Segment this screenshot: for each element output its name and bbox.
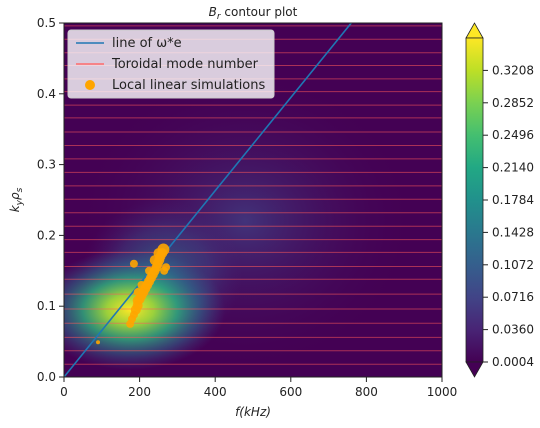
simulation-point xyxy=(133,288,142,297)
x-tick-label: 1000 xyxy=(427,385,458,399)
y-axis-label: kyρs xyxy=(8,187,25,212)
colorbar-gradient xyxy=(465,37,484,363)
colorbar-ticks: 0.0004 0.0360 0.0716 0.1072 0.1428 0.1784 0.21… xyxy=(483,63,534,369)
diamagnetic-line xyxy=(64,23,352,377)
colorbar-tick-label: 0.2852 xyxy=(492,96,534,110)
x-axis: 0 200 400 600 800 1000 xyxy=(60,377,457,399)
simulation-point xyxy=(149,255,160,266)
simulation-point xyxy=(145,266,154,275)
chart-title: Br contour plot xyxy=(209,5,298,22)
simulation-markers xyxy=(96,243,171,345)
heatmap-intensity-layer xyxy=(64,71,416,372)
colorbar-extend-bottom xyxy=(465,361,484,378)
x-tick-label: 600 xyxy=(279,385,302,399)
legend-box xyxy=(67,29,275,99)
colorbar-tick-label: 0.1072 xyxy=(492,258,534,272)
simulation-point xyxy=(137,280,146,289)
colorbar-tick-label: 0.1428 xyxy=(492,225,534,239)
diamagnetic-frequency-line xyxy=(64,23,352,377)
y-axis: 0.0 0.1 0.2 0.3 0.4 0.5 xyxy=(37,16,64,384)
colorbar-tick-label: 0.3208 xyxy=(492,63,534,77)
colorbar-tick-label: 0.0716 xyxy=(492,290,534,304)
colorbar-tick-label: 0.0360 xyxy=(492,323,534,337)
y-tick-label: 0.2 xyxy=(37,228,56,242)
colorbar-tick-label: 0.0004 xyxy=(492,355,534,369)
colorbar: 0.0004 0.0360 0.0716 0.1072 0.1428 0.1784 0.21… xyxy=(465,22,534,378)
y-tick-label: 0.4 xyxy=(37,87,56,101)
legend: line of ω*e Toroidal mode number Local l… xyxy=(67,29,275,99)
colorbar-tick-label: 0.1784 xyxy=(492,193,534,207)
simulation-point xyxy=(96,340,101,345)
colorbar-extend-top xyxy=(465,22,484,39)
colorbar-tick-label: 0.2140 xyxy=(492,161,534,175)
legend-label-toroidal-mode: Toroidal mode number xyxy=(111,57,259,72)
y-tick-label: 0.3 xyxy=(37,158,56,172)
legend-label-simulations: Local linear simulations xyxy=(112,78,265,93)
y-tick-label: 0.0 xyxy=(37,370,56,384)
legend-swatch-simulations xyxy=(85,80,95,90)
x-tick-label: 800 xyxy=(355,385,378,399)
simulation-point xyxy=(129,259,138,268)
x-axis-label: f(kHz) xyxy=(235,405,271,419)
x-tick-label: 200 xyxy=(128,385,151,399)
x-tick-label: 400 xyxy=(204,385,227,399)
colorbar-tick-label: 0.2496 xyxy=(492,128,534,142)
simulation-point xyxy=(162,263,171,272)
y-tick-label: 0.1 xyxy=(37,299,56,313)
x-tick-label: 0 xyxy=(60,385,68,399)
plot-frame xyxy=(63,22,443,378)
y-tick-label: 0.5 xyxy=(37,16,56,30)
legend-label-diamagnetic-line: line of ω*e xyxy=(112,36,182,51)
